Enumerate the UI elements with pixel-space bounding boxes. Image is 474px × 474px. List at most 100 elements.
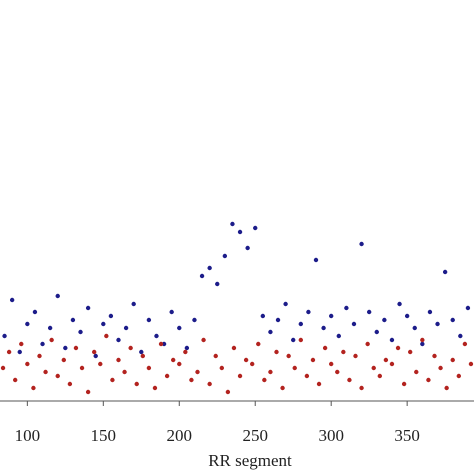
- point: [40, 341, 45, 347]
- point: [85, 305, 91, 311]
- point: [395, 345, 401, 351]
- point: [268, 369, 273, 375]
- point: [192, 317, 197, 323]
- point: [17, 349, 22, 355]
- point: [146, 317, 152, 323]
- point: [306, 309, 311, 315]
- point: [70, 317, 76, 323]
- point: [47, 325, 53, 331]
- point: [407, 349, 413, 355]
- point: [283, 301, 288, 307]
- point: [207, 265, 212, 271]
- point: [139, 349, 144, 355]
- point: [450, 317, 455, 323]
- point: [154, 333, 159, 339]
- point: [55, 293, 60, 299]
- point: [322, 345, 328, 351]
- point: [9, 297, 15, 303]
- point: [450, 357, 455, 363]
- point: [79, 365, 85, 371]
- point: [195, 369, 200, 375]
- point: [177, 361, 182, 367]
- point: [435, 321, 440, 327]
- point: [397, 301, 402, 307]
- point: [25, 321, 30, 327]
- point: [116, 337, 121, 343]
- point: [110, 377, 115, 383]
- point: [63, 345, 68, 351]
- point: [93, 353, 98, 359]
- point: [73, 345, 79, 351]
- point: [291, 337, 296, 343]
- point: [426, 377, 431, 383]
- point: [336, 333, 341, 339]
- point: [104, 333, 109, 339]
- point: [101, 321, 106, 327]
- point: [12, 377, 18, 383]
- point: [164, 373, 170, 379]
- point: [169, 309, 174, 315]
- point: [32, 309, 38, 315]
- point: [444, 385, 449, 391]
- point: [321, 325, 326, 331]
- point: [85, 389, 91, 395]
- x-tick-label: 350: [394, 426, 420, 445]
- point: [78, 329, 83, 335]
- point: [412, 325, 417, 331]
- point: [468, 361, 474, 367]
- point: [442, 269, 448, 275]
- point: [213, 353, 218, 359]
- point: [262, 377, 267, 383]
- point: [383, 357, 389, 363]
- point: [177, 325, 182, 331]
- x-tick-label: 150: [91, 426, 117, 445]
- x-tick-label: 300: [318, 426, 344, 445]
- point: [152, 385, 158, 391]
- point: [37, 353, 42, 359]
- point: [382, 317, 387, 323]
- point: [328, 361, 334, 367]
- point: [404, 313, 410, 319]
- point: [298, 337, 304, 343]
- point: [341, 349, 346, 355]
- point: [304, 373, 310, 379]
- point: [2, 333, 7, 339]
- point: [140, 353, 146, 359]
- point: [49, 337, 54, 343]
- point: [230, 221, 235, 227]
- point: [134, 381, 139, 387]
- point: [6, 349, 12, 355]
- x-tick-label: 200: [167, 426, 193, 445]
- point: [219, 365, 225, 371]
- point: [359, 241, 364, 247]
- point: [231, 345, 237, 351]
- point: [123, 325, 129, 331]
- point: [427, 309, 433, 315]
- point: [189, 377, 194, 383]
- point: [116, 357, 121, 363]
- point: [207, 381, 212, 387]
- point: [201, 337, 206, 343]
- point: [389, 337, 395, 343]
- point: [438, 365, 443, 371]
- point: [128, 345, 133, 351]
- point: [377, 373, 383, 379]
- point: [55, 373, 60, 379]
- point: [183, 349, 188, 355]
- point: [298, 321, 304, 327]
- point: [274, 349, 279, 355]
- point: [458, 333, 463, 339]
- point: [335, 369, 340, 375]
- point: [237, 229, 243, 235]
- point: [420, 341, 425, 347]
- point: [465, 305, 471, 311]
- point: [420, 337, 425, 343]
- point: [260, 313, 266, 319]
- point: [170, 357, 176, 363]
- point: [184, 345, 190, 351]
- point: [31, 385, 36, 391]
- point: [344, 305, 349, 311]
- point: [61, 357, 67, 363]
- point: [389, 361, 395, 367]
- point: [19, 341, 24, 347]
